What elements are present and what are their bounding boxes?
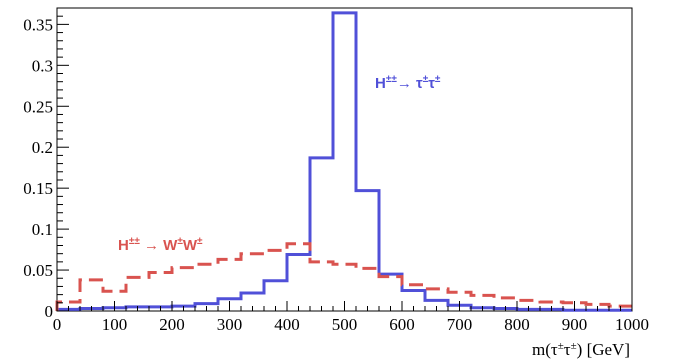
x-axis-title: m(τ±τ±) [GeV] — [532, 340, 630, 359]
y-tick-label: 0.1 — [32, 220, 53, 239]
y-tick-label: 0.25 — [23, 97, 53, 116]
x-tick-label: 1000 — [615, 315, 649, 334]
series-tau-tau-line — [55, 11, 632, 312]
plot-frame — [56, 7, 633, 312]
x-tick-label: 100 — [102, 315, 128, 334]
y-tick-label: 0.35 — [23, 15, 53, 34]
series-w-w-line — [55, 242, 632, 311]
series-layer — [55, 11, 632, 312]
y-tick-label: 0.2 — [32, 138, 53, 157]
x-tick-label: 200 — [159, 315, 185, 334]
x-tick-label: 0 — [53, 315, 62, 334]
x-tick-label: 600 — [389, 315, 415, 334]
annotation-tau-tau: H±±→ τ±τ± — [375, 74, 441, 92]
x-tick-label: 300 — [217, 315, 243, 334]
y-tick-label: 0.05 — [23, 261, 53, 280]
x-tick-label: 700 — [447, 315, 473, 334]
axis-layer: 0 100 200 300 400 500 600 700 800 900 1000 0 0.05 0.1… — [23, 7, 649, 334]
y-tick-label: 0.15 — [23, 179, 53, 198]
x-tick-label: 800 — [504, 315, 530, 334]
y-tick-label: 0 — [45, 302, 54, 321]
x-tick-label: 400 — [274, 315, 300, 334]
annotation-w-w: H±± → W±W± — [118, 236, 203, 254]
x-tick-label: 900 — [562, 315, 588, 334]
x-tick-label: 500 — [332, 315, 358, 334]
y-tick-label: 0.3 — [32, 56, 53, 75]
